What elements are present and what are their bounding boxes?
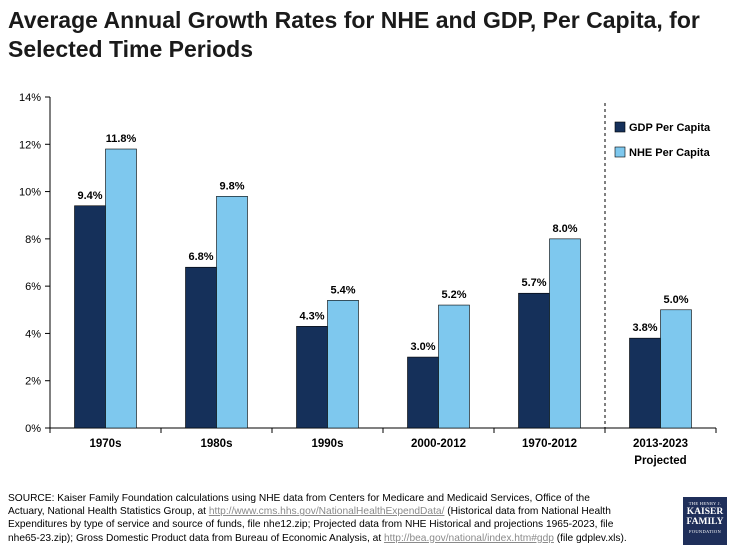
data-label: 5.2% [441,289,466,301]
data-label: 8.0% [552,223,577,235]
legend-swatch-gdp [614,121,626,133]
legend-label: NHE Per Capita [629,147,711,159]
source-link-cms[interactable]: http://www.cms.hhs.gov/NationalHealthExp… [208,506,445,518]
y-tick-label: 8% [25,234,41,246]
data-label: 4.3% [299,310,324,322]
bar-gdp [74,205,106,429]
source-note: SOURCE: Kaiser Family Foundation calcula… [8,492,628,545]
source-link-bea[interactable]: http://bea.gov/national/index.htm#gdp [383,532,554,544]
y-tick-label: 14% [19,92,41,104]
x-category-label: Projected [634,455,686,467]
data-label: 9.4% [77,190,102,202]
data-label: 3.0% [410,341,435,353]
x-category-label: 1970-2012 [522,438,577,450]
x-category-label: 1990s [312,438,344,450]
logo-line4: FOUNDATION [689,529,721,534]
kff-logo: THE HENRY J. KAISER FAMILY FOUNDATION [683,497,727,545]
bar-gdp [185,266,217,429]
bar-gdp [518,292,550,429]
logo-line1: THE HENRY J. [688,501,722,506]
data-label: 9.8% [219,180,244,192]
source-middle: (Historical data from National Health Ex… [8,506,614,544]
y-tick-label: 4% [25,328,41,340]
data-label: 11.8% [106,133,137,145]
bar-chart: 0% 2% 4% 6% 8% 10% 12% 14% 9.4% 11.8% 1970s 6.8% 9.8… [19,92,717,467]
y-tick-label: 6% [25,281,41,293]
source-suffix: (file gdplev.xls). [553,532,627,544]
bar-nhe [327,300,359,429]
logo-line3: FAMILY [686,517,724,527]
bar-gdp [629,337,661,429]
legend-swatch-nhe [614,146,626,158]
data-label: 5.0% [663,294,688,306]
source-prefix: SOURCE: Kaiser Family Foundation calcula… [8,493,590,518]
x-category-label: 2013-2023 [633,438,688,450]
x-category-label: 2000-2012 [411,438,466,450]
logo-line2: KAISER [686,507,724,517]
chart-title: Average Annual Growth Rates for NHE and … [8,7,700,62]
bar-gdp [296,326,328,429]
x-category-label: 1980s [201,438,233,450]
bar-nhe [549,238,581,429]
bar-nhe [660,309,692,429]
y-tick-label: 2% [25,376,41,388]
y-tick-label: 0% [25,423,41,435]
data-label: 5.4% [330,284,355,296]
bar-nhe [438,304,470,429]
data-label: 6.8% [188,251,213,263]
bar-gdp [407,356,439,429]
data-label: 3.8% [632,322,657,334]
bar-nhe [216,196,248,429]
y-tick-label: 10% [19,187,41,199]
data-label: 5.7% [521,277,546,289]
x-category-label: 1970s [90,438,122,450]
bar-nhe [105,148,137,429]
y-tick-label: 12% [19,139,41,151]
legend-label: GDP Per Capita [629,122,711,134]
